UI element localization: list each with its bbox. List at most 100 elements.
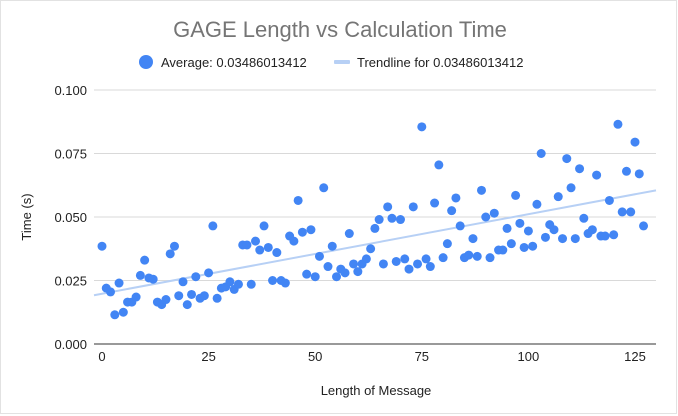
data-point	[528, 241, 538, 251]
data-point	[481, 212, 491, 222]
data-point	[131, 292, 141, 302]
data-point	[280, 278, 290, 288]
data-point	[263, 242, 273, 252]
data-point	[434, 160, 444, 170]
data-point	[140, 255, 150, 265]
data-point	[319, 183, 329, 193]
data-point	[639, 221, 649, 231]
data-point	[251, 236, 261, 246]
legend-points-marker	[139, 55, 153, 69]
data-point	[455, 221, 465, 231]
y-tick-label: 0.075	[54, 147, 87, 162]
data-point	[135, 270, 145, 280]
data-point	[506, 239, 516, 249]
data-point	[255, 245, 265, 255]
gridlines	[94, 89, 656, 281]
data-point	[579, 213, 589, 223]
data-point	[413, 259, 423, 269]
data-point	[289, 236, 299, 246]
data-point	[148, 274, 158, 284]
y-tick-label: 0.025	[54, 274, 87, 289]
y-tick-labels: 0.000 0.025 0.050 0.075 0.100	[54, 83, 87, 352]
data-point	[489, 208, 499, 218]
data-point	[293, 195, 303, 205]
data-point	[515, 218, 525, 228]
data-point	[540, 232, 550, 242]
data-point	[246, 279, 256, 289]
data-point	[366, 244, 376, 254]
data-point	[383, 202, 393, 212]
data-point	[225, 277, 235, 287]
x-tick-labels: 0 25 50 75 100 125	[98, 349, 645, 364]
y-axis-title: Time (s)	[19, 193, 34, 240]
data-point	[297, 227, 307, 237]
data-point	[178, 277, 188, 287]
data-points	[97, 119, 649, 320]
data-point	[208, 221, 218, 231]
data-point	[447, 206, 457, 216]
data-point	[97, 241, 107, 251]
data-point	[374, 215, 384, 225]
data-point	[626, 207, 636, 217]
data-point	[169, 241, 179, 251]
data-point	[485, 253, 495, 263]
data-point	[592, 170, 602, 180]
data-point	[417, 122, 427, 132]
data-point	[340, 268, 350, 278]
data-point	[408, 202, 418, 212]
data-point	[476, 185, 486, 195]
data-point	[344, 229, 354, 239]
x-tick-label: 100	[518, 349, 540, 364]
legend-trendline-label: Trendline for 0.03486013412	[357, 55, 523, 70]
data-point	[404, 264, 414, 274]
data-point	[604, 195, 614, 205]
data-point	[165, 249, 175, 259]
x-tick-label: 0	[98, 349, 105, 364]
data-point	[106, 287, 116, 297]
data-point	[310, 272, 320, 282]
data-point	[204, 268, 214, 278]
data-point	[575, 164, 585, 174]
x-tick-label: 25	[201, 349, 215, 364]
data-point	[621, 166, 631, 176]
data-point	[498, 245, 508, 255]
y-tick-label: 0.100	[54, 83, 87, 98]
data-point	[395, 215, 405, 225]
y-tick-label: 0.000	[54, 337, 87, 352]
data-point	[549, 225, 559, 235]
data-point	[451, 193, 461, 203]
data-point	[558, 234, 568, 244]
data-point	[562, 154, 572, 164]
data-point	[259, 221, 269, 231]
data-point	[634, 169, 644, 179]
data-point	[630, 137, 640, 147]
data-point	[174, 291, 184, 301]
data-point	[438, 253, 448, 263]
data-point	[353, 267, 363, 277]
data-point	[566, 183, 576, 193]
data-point	[519, 242, 529, 252]
legend: Average: 0.03486013412 Trendline for 0.0…	[139, 55, 523, 70]
data-point	[199, 291, 209, 301]
data-point	[536, 149, 546, 158]
data-point	[391, 256, 401, 266]
data-point	[187, 289, 197, 299]
data-point	[272, 248, 282, 258]
data-point	[370, 223, 380, 233]
chart-title: GAGE Length vs Calculation Time	[173, 17, 507, 42]
data-point	[242, 240, 252, 250]
data-point	[110, 310, 120, 320]
data-point	[570, 234, 580, 244]
data-point	[464, 250, 474, 260]
data-point	[182, 300, 192, 310]
data-point	[361, 254, 371, 264]
data-point	[349, 259, 359, 269]
data-point	[233, 279, 243, 289]
data-point	[609, 230, 619, 240]
data-point	[553, 192, 563, 202]
y-tick-label: 0.050	[54, 210, 87, 225]
data-point	[442, 239, 452, 249]
data-point	[302, 269, 312, 279]
trendline	[93, 189, 657, 297]
